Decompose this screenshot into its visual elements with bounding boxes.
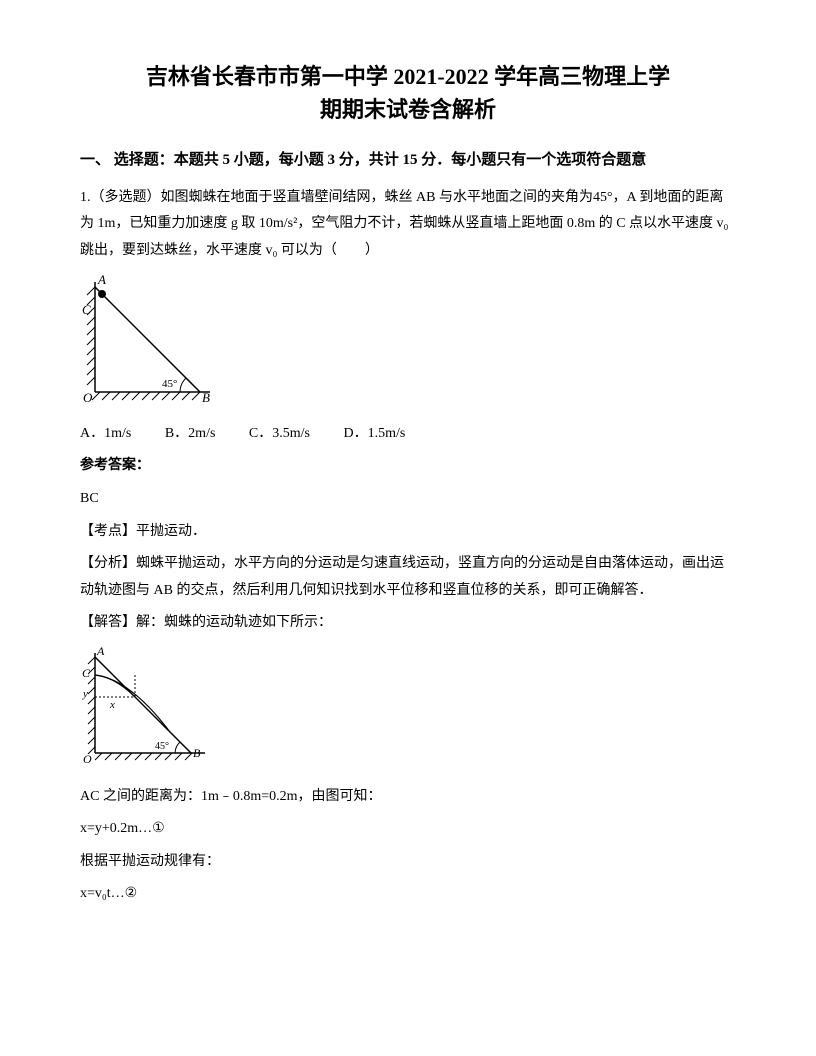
fig2-label-B: B bbox=[193, 746, 201, 760]
q1-jieda-intro: 【解答】解：蜘蛛的运动轨迹如下所示： bbox=[80, 610, 736, 637]
section-heading: 一、 选择题：本题共 5 小题，每小题 3 分，共计 15 分．每小题只有一个选… bbox=[80, 146, 736, 175]
q1-answer: BC bbox=[80, 486, 736, 513]
fig2-label-C: C bbox=[82, 666, 91, 680]
q1-fenxi: 【分析】蜘蛛平抛运动，水平方向的分运动是匀速直线运动，竖直方向的分运动是自由落体… bbox=[80, 551, 736, 604]
fig2-label-angle: 45° bbox=[155, 741, 169, 752]
fenxi-label: 【分析】 bbox=[80, 556, 136, 571]
q1-options: A．1m/s B．2m/s C．3.5m/s D．1.5m/s bbox=[80, 421, 736, 448]
fig1-label-A: A bbox=[97, 272, 106, 287]
q1-figure-1: A C O B 45° bbox=[80, 272, 736, 413]
title-line-2: 期期末试卷含解析 bbox=[320, 97, 496, 122]
fig2-label-O: O bbox=[83, 752, 92, 765]
q1-option-d: D．1.5m/s bbox=[344, 426, 406, 441]
q1-figure-2: A C y x O B 45° bbox=[80, 645, 736, 776]
kaodian-text: 平抛运动． bbox=[136, 524, 206, 539]
fig1-label-O: O bbox=[83, 390, 93, 402]
q1-line-ac: AC 之间的距离为：1m﹣0.8m=0.2m，由图可知： bbox=[80, 784, 736, 811]
fig1-label-B: B bbox=[202, 390, 210, 402]
q1-option-a: A．1m/s bbox=[80, 426, 131, 441]
fig1-label-angle: 45° bbox=[162, 378, 177, 390]
q1-option-c: C．3.5m/s bbox=[249, 426, 310, 441]
jieda-intro-text: 解：蜘蛛的运动轨迹如下所示： bbox=[136, 615, 332, 630]
kaodian-label: 【考点】 bbox=[80, 524, 136, 539]
jieda-label: 【解答】 bbox=[80, 615, 136, 630]
answer-label: 参考答案： bbox=[80, 453, 736, 480]
title-line-1: 吉林省长春市市第一中学 2021-2022 学年高三物理上学 bbox=[146, 64, 670, 89]
fenxi-text: 蜘蛛平抛运动，水平方向的分运动是匀速直线运动，竖直方向的分运动是自由落体运动，画… bbox=[80, 556, 724, 598]
q1-kaodian: 【考点】平抛运动． bbox=[80, 519, 736, 546]
fig2-label-y: y bbox=[82, 688, 88, 700]
q1-line-rule: 根据平抛运动规律有： bbox=[80, 849, 736, 876]
fig2-label-x: x bbox=[109, 699, 115, 711]
q1-option-b: B．2m/s bbox=[165, 426, 216, 441]
fig2-label-A: A bbox=[96, 645, 105, 658]
q1-stem: 1.（多选题）如图蜘蛛在地面于竖直墙壁间结网，蛛丝 AB 与水平地面之间的夹角为… bbox=[80, 185, 736, 265]
page-title: 吉林省长春市市第一中学 2021-2022 学年高三物理上学 期期末试卷含解析 bbox=[80, 60, 736, 126]
fig1-label-C: C bbox=[82, 302, 91, 317]
q1-eq2: x=v₀t…② bbox=[80, 881, 736, 908]
q1-eq1: x=y+0.2m…① bbox=[80, 816, 736, 843]
